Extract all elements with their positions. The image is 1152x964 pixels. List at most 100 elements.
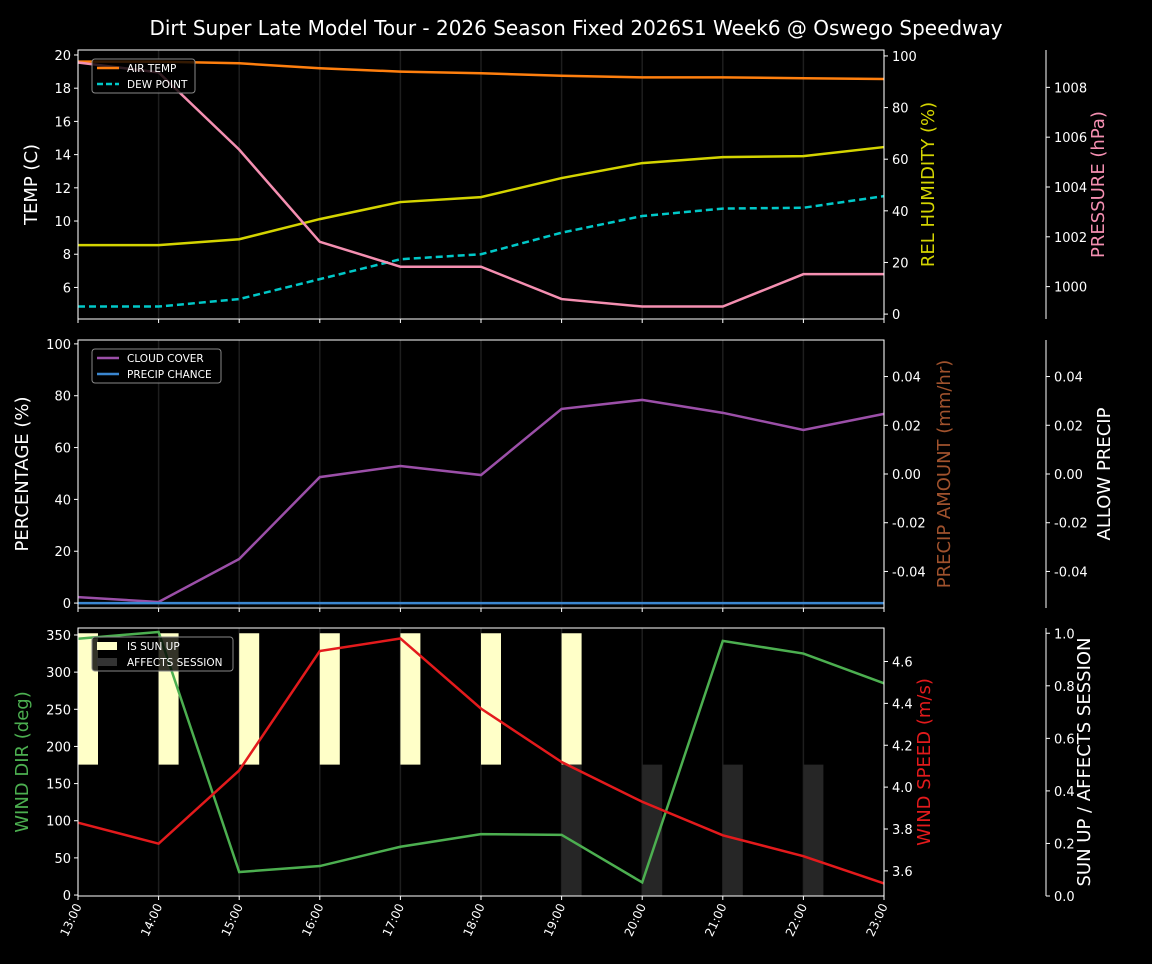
third-axis-label: PRESSURE (hPa) <box>1088 111 1109 258</box>
third-tick-label: 1006 <box>1054 131 1087 146</box>
x-tick-label: 13:00 <box>57 901 84 938</box>
third-axis-label: SUN UP / AFFECTS SESSION <box>1074 637 1095 886</box>
right-tick-label: 4.4 <box>892 697 913 712</box>
panel-1: 6 8 10 12 14 16 18 20 0 20 40 60 80 100 1000 1002 1004 10… <box>21 49 1109 323</box>
left-tick-label: 200 <box>46 740 71 755</box>
legend-label: AFFECTS SESSION <box>127 657 223 669</box>
right-tick-label: 60 <box>892 153 909 168</box>
third-tick-label: 1002 <box>1054 231 1087 246</box>
left-tick-label: 80 <box>54 390 71 405</box>
left-axis-label: TEMP (C) <box>21 144 42 226</box>
legend-label: IS SUN UP <box>127 641 180 653</box>
left-tick-label: 8 <box>63 248 71 263</box>
bar-is-sun-up <box>561 633 582 765</box>
third-tick-label: -0.02 <box>1054 517 1088 532</box>
third-tick-label: 1008 <box>1054 81 1087 96</box>
left-tick-label: 12 <box>54 182 71 197</box>
third-tick-label: 0.8 <box>1054 680 1075 695</box>
left-axis-label: WIND DIR (deg) <box>12 691 33 833</box>
third-tick-label: 0.02 <box>1054 419 1083 434</box>
legend-label: PRECIP CHANCE <box>127 369 212 381</box>
third-tick-label: 0.04 <box>1054 371 1083 386</box>
left-tick-label: 40 <box>54 493 71 508</box>
bar-is-sun-up <box>239 633 260 765</box>
legend: AIR TEMP DEW POINT <box>91 58 196 94</box>
panel-2: 0 20 40 60 80 100 -0.04 -0.02 0.00 0.02 0.04 -0.04 -… <box>12 338 1115 612</box>
left-axis-label: PERCENTAGE (%) <box>12 396 33 551</box>
series-rel-humidity <box>78 145 885 247</box>
right-tick-label: 4.0 <box>892 781 913 796</box>
left-tick-label: 250 <box>46 703 71 718</box>
third-tick-label: 0.6 <box>1054 732 1075 747</box>
series-air-temp <box>78 60 885 81</box>
right-tick-label: 100 <box>892 50 917 65</box>
right-tick-label: -0.02 <box>892 517 926 532</box>
x-tick-label: 18:00 <box>460 901 487 938</box>
chart-title: Dirt Super Late Model Tour - 2026 Season… <box>149 16 1002 40</box>
right-tick-label: 4.2 <box>892 739 913 754</box>
x-tick-label: 15:00 <box>219 901 246 938</box>
right-tick-label: 20 <box>892 256 909 271</box>
left-tick-label: 6 <box>63 281 71 296</box>
x-tick-label: 22:00 <box>783 901 810 938</box>
third-tick-label: 0.00 <box>1054 468 1083 483</box>
bar-affects-session <box>561 764 582 896</box>
left-tick-label: 50 <box>54 852 71 867</box>
series-wind-dir <box>77 630 885 885</box>
bar-is-sun-up <box>319 633 340 765</box>
x-tick-label: 23:00 <box>863 901 890 938</box>
third-tick-label: 0.4 <box>1054 785 1075 800</box>
left-tick-label: 0 <box>63 597 71 612</box>
x-tick-label: 14:00 <box>138 901 165 938</box>
left-tick-label: 350 <box>46 629 71 644</box>
right-tick-label: -0.04 <box>892 565 926 580</box>
bar-affects-session <box>722 764 743 896</box>
third-tick-label: -0.04 <box>1054 565 1088 580</box>
third-tick-label: 0.2 <box>1054 837 1075 852</box>
left-tick-label: 14 <box>54 149 71 164</box>
right-tick-label: 0 <box>892 308 900 323</box>
x-tick-label: 21:00 <box>702 901 729 938</box>
right-tick-label: 0.02 <box>892 419 921 434</box>
right-tick-label: 4.6 <box>892 656 913 671</box>
legend-swatch <box>97 658 117 666</box>
third-tick-label: 1004 <box>1054 181 1087 196</box>
right-tick-label: 3.8 <box>892 823 913 838</box>
x-tick-label: 19:00 <box>541 901 568 938</box>
left-tick-label: 60 <box>54 442 71 457</box>
legend-label: DEW POINT <box>127 79 188 91</box>
legend-box <box>91 636 234 672</box>
bar-is-sun-up <box>400 633 421 765</box>
legend: IS SUN UP AFFECTS SESSION <box>91 636 234 672</box>
series-wind-speed <box>77 637 885 885</box>
panel-3: 0 50 100 150 200 250 300 350 3.6 3.8 4.0 4.2 4.4 4.6 0… <box>12 627 1095 938</box>
right-axis-label: WIND SPEED (m/s) <box>914 678 935 846</box>
legend-swatch <box>97 642 117 650</box>
bar-affects-session <box>642 764 663 896</box>
series-cloud-cover <box>77 398 885 604</box>
right-tick-label: 0.00 <box>892 468 921 483</box>
left-tick-label: 10 <box>54 215 71 230</box>
left-tick-label: 100 <box>46 815 71 830</box>
legend: CLOUD COVER PRECIP CHANCE <box>91 348 222 384</box>
x-tick-label: 20:00 <box>622 901 649 938</box>
right-tick-label: 80 <box>892 102 909 117</box>
bar-affects-session <box>803 764 824 896</box>
third-axis-label: ALLOW PRECIP <box>1094 407 1115 540</box>
third-tick-label: 1.0 <box>1054 627 1075 642</box>
right-axis-label: REL HUMIDITY (%) <box>918 102 939 267</box>
legend-label: AIR TEMP <box>127 63 176 75</box>
left-tick-label: 16 <box>54 115 71 130</box>
legend-label: CLOUD COVER <box>127 353 204 365</box>
left-tick-label: 0 <box>63 889 71 904</box>
left-tick-label: 100 <box>46 338 71 353</box>
x-tick-label: 17:00 <box>380 901 407 938</box>
left-tick-label: 20 <box>54 49 71 64</box>
left-tick-label: 18 <box>54 82 71 97</box>
left-tick-label: 300 <box>46 666 71 681</box>
left-tick-label: 150 <box>46 778 71 793</box>
left-tick-label: 20 <box>54 545 71 560</box>
right-tick-label: 40 <box>892 205 909 220</box>
right-tick-label: 0.04 <box>892 371 921 386</box>
